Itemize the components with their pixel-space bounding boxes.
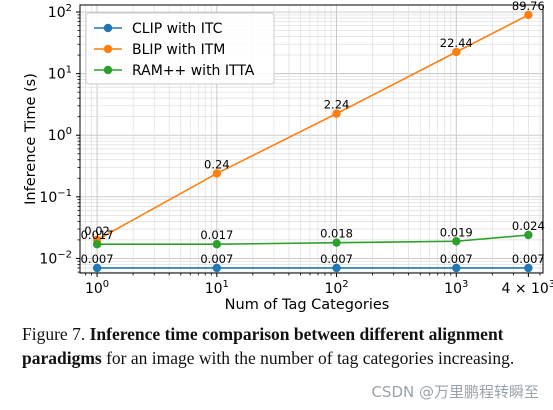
x-tick-label: 100 [85,279,109,297]
data-label: 0.007 [81,252,114,266]
data-point [332,263,341,273]
data-label: 0.24 [204,157,230,171]
data-point [332,109,341,118]
watermark-text: CSDN @万里鹏程转瞬至 [371,383,539,401]
legend-label: RAM++ with ITTA [132,63,255,79]
y-tick-label: 10−1 [39,188,72,206]
data-label: 0.017 [200,228,233,242]
legend: CLIP with ITC BLIP with ITM RAM++ with ITT… [85,12,275,85]
data-point [524,10,533,20]
x-axis-title: Num of Tag Categories [225,297,390,313]
x-tick-label: 4 × 103 [501,279,553,297]
data-point [452,237,461,246]
data-label: 2.24 [324,98,350,112]
data-point [212,169,222,178]
data-label: 0.019 [440,225,473,239]
x-tick-label: 103 [444,279,468,297]
data-label: 22.44 [440,36,473,50]
data-label: 0.02 [84,224,110,238]
inference-time-chart: 100 101 102 103 4 × 103 10−2 10−1 100 101 102 0.0… [23,0,553,313]
data-point [212,263,222,273]
plot-frame [79,4,544,274]
data-label: 0.007 [320,252,353,266]
legend-swatch-marker [103,23,113,33]
caption-prefix: Figure 7. [22,324,90,344]
data-label: 0.007 [512,252,545,266]
data-point [524,263,533,273]
y-tick-label: 101 [48,65,72,83]
data-label: 0.024 [512,219,545,233]
x-tick-label: 101 [205,279,229,297]
data-point [524,230,533,240]
y-tick-label: 10−2 [39,249,72,267]
data-label: 0.007 [200,252,233,266]
y-axis-title: Inference Time (s) [23,73,39,205]
caption-rest: for an image with the number of tag cate… [101,348,515,368]
axes: 100 101 102 103 4 × 103 10−2 10−1 100 101 102 [39,3,553,297]
data-label: 89.76 [512,0,545,13]
data-point [92,263,102,273]
data-label: 0.017 [81,228,114,242]
legend-label: BLIP with ITM [132,42,225,58]
y-tick-label: 100 [48,126,72,144]
data-point [452,47,461,57]
grid-lines [80,5,543,273]
data-label: 0.007 [440,252,473,266]
data-point [452,263,461,273]
data-labels: 0.007 0.007 0.007 0.007 0.007 0.02 0.24 2.24 22.… [81,0,545,266]
caption-bold: Inference time comparison between differ… [22,324,504,368]
data-point [332,238,341,247]
data-label: 0.018 [320,227,353,241]
data-point [92,240,102,249]
series-lines [92,10,533,273]
legend-swatch-marker [103,44,113,54]
x-tick-label: 102 [324,279,348,297]
y-tick-label: 102 [48,3,72,21]
data-point [212,240,222,249]
legend-box [85,12,275,85]
legend-label: CLIP with ITC [132,21,223,37]
legend-swatch-marker [103,65,113,75]
figure-caption: Figure 7. Inference time comparison betw… [22,322,547,370]
